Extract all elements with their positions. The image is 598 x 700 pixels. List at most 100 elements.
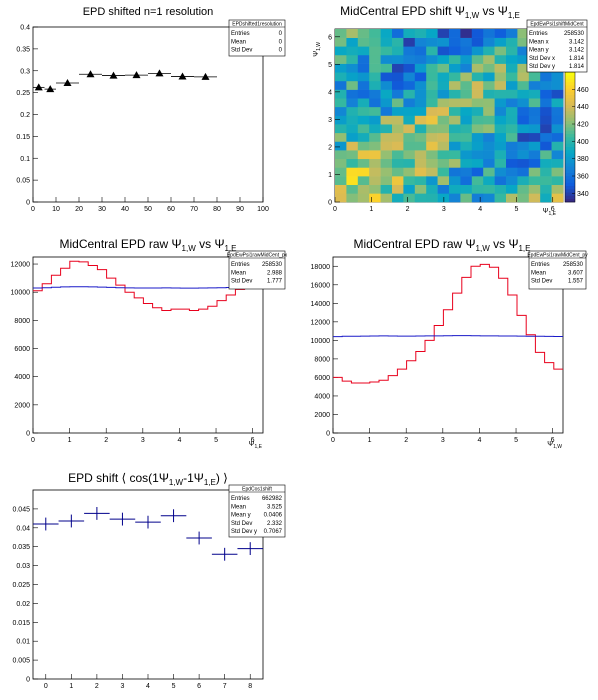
heatmap-cell bbox=[460, 63, 473, 73]
data-point-marker bbox=[63, 79, 72, 86]
stats-key: Mean bbox=[231, 504, 246, 510]
heatmap-cell bbox=[483, 124, 495, 134]
x-tick-label: 5 bbox=[514, 206, 518, 213]
y-tick-label: 6 bbox=[328, 34, 332, 41]
heatmap-cell bbox=[494, 29, 507, 38]
heatmap-cell bbox=[426, 29, 438, 38]
heatmap-cell bbox=[483, 89, 495, 99]
panel-title: MidCentral EPD shift Ψ1,W vs Ψ1,E bbox=[340, 4, 520, 20]
heatmap-cell bbox=[346, 176, 359, 185]
y-tick-label: 2000 bbox=[14, 402, 30, 409]
x-axis-label: Ψ1,W bbox=[547, 441, 562, 450]
heatmap-cell bbox=[403, 63, 416, 73]
palette-swatch bbox=[565, 195, 575, 200]
x-tick-label: 60 bbox=[167, 206, 175, 213]
heatmap-cell bbox=[380, 29, 393, 38]
heatmap-cell bbox=[506, 176, 518, 185]
palette-swatch bbox=[565, 94, 575, 99]
heatmap-cell bbox=[517, 141, 530, 151]
heatmap-cell bbox=[460, 98, 473, 108]
heatmap-cell bbox=[369, 115, 381, 125]
plot-frame bbox=[332, 256, 564, 434]
y-tick-label: 0.005 bbox=[12, 658, 30, 665]
x-tick-label: 3 bbox=[442, 206, 446, 213]
heatmap-cell bbox=[414, 106, 427, 116]
heatmap-cell bbox=[369, 106, 381, 116]
panel-raw-py: MidCentral EPD raw Ψ1,W vs Ψ1,E 0 1 2 3 4 5 60… bbox=[311, 237, 589, 450]
y-tick-label: 8000 bbox=[314, 356, 330, 363]
stats-value: 0 bbox=[279, 39, 283, 45]
palette-swatch bbox=[565, 81, 575, 86]
x-tick-label: 7 bbox=[223, 683, 227, 690]
x-tick-label: 1 bbox=[369, 206, 373, 213]
heatmap-cell bbox=[403, 37, 416, 47]
heatmap-cell bbox=[460, 184, 473, 194]
y-tick-label: 0 bbox=[26, 200, 30, 207]
heatmap-cell bbox=[369, 29, 381, 38]
heatmap-cell bbox=[551, 89, 564, 99]
heatmap-cell bbox=[346, 193, 359, 203]
heatmap-cell bbox=[471, 106, 484, 116]
y-tick-label: 10000 bbox=[11, 290, 31, 297]
heatmap-cell bbox=[437, 80, 450, 90]
heatmap-cell bbox=[414, 54, 427, 64]
x-tick-label: 4 bbox=[146, 683, 150, 690]
x-tick-label: 3 bbox=[120, 683, 124, 690]
palette-swatch bbox=[565, 192, 575, 196]
heatmap-cell bbox=[426, 106, 438, 116]
heatmap-cell bbox=[437, 37, 450, 47]
data-point-marker bbox=[155, 69, 164, 77]
heatmap-cell bbox=[414, 29, 427, 38]
heatmap-cell bbox=[471, 115, 484, 125]
heatmap-cell bbox=[369, 54, 381, 64]
heatmap-cell bbox=[380, 54, 393, 64]
heatmap-cell bbox=[346, 37, 359, 47]
x-tick-label: 6 bbox=[551, 206, 555, 213]
axes: 0 10 20 30 40 50 60 70 80 90 100 0 0.05 0.1 0.15 0.2 0.2… bbox=[16, 25, 269, 214]
x-tick-label: 3 bbox=[141, 437, 145, 444]
heatmap-cell bbox=[437, 98, 450, 108]
heatmap-cell bbox=[357, 54, 370, 64]
x-axis-label: Ψ1,E bbox=[249, 441, 263, 450]
heatmap-cell bbox=[346, 184, 359, 194]
heatmap-cell bbox=[483, 98, 495, 108]
histogram-series bbox=[33, 260, 263, 312]
stats-key: Mean bbox=[231, 39, 246, 45]
heatmap-cell bbox=[335, 72, 347, 82]
heatmap-cell bbox=[506, 132, 518, 142]
palette-swatch bbox=[565, 169, 575, 174]
data-points bbox=[33, 69, 217, 93]
x-tick-label: 80 bbox=[213, 206, 221, 213]
y-tick-label: 1 bbox=[328, 172, 332, 179]
heatmap-cell bbox=[506, 106, 518, 116]
heatmap-cell bbox=[346, 115, 359, 125]
y-tick-label: 0.35 bbox=[16, 46, 30, 53]
panel-raw-px: MidCentral EPD raw Ψ1,W vs Ψ1,E 0 1 2 3 4 5 60… bbox=[11, 237, 288, 450]
heatmap-cell bbox=[414, 37, 427, 47]
heatmap-cell bbox=[506, 158, 518, 168]
heatmap-cell bbox=[403, 193, 416, 203]
histogram-series bbox=[333, 335, 563, 338]
heatmap-cell bbox=[471, 29, 484, 38]
heatmap-cell bbox=[551, 80, 564, 90]
heatmap-cell bbox=[357, 141, 370, 151]
y-axis-label: Ψ1,W bbox=[313, 42, 322, 57]
heatmap-cell bbox=[414, 150, 427, 160]
heatmap-cell bbox=[460, 176, 473, 185]
heatmap-cell bbox=[369, 167, 381, 177]
heatmap-cell bbox=[369, 37, 381, 47]
heatmap-cell bbox=[471, 89, 484, 99]
heatmap-cell bbox=[483, 80, 495, 90]
heatmap-cell bbox=[528, 98, 541, 108]
heatmap-cell bbox=[494, 193, 507, 203]
heatmap-cell bbox=[449, 89, 461, 99]
plot-frame bbox=[32, 26, 264, 203]
heatmap-cell bbox=[449, 72, 461, 82]
heatmap-cell bbox=[437, 72, 450, 82]
y-tick-label: 0.045 bbox=[12, 506, 30, 513]
palette-swatch bbox=[565, 163, 575, 167]
y-tick-label: 6000 bbox=[14, 346, 30, 353]
stats-value: 258530 bbox=[563, 262, 584, 268]
heatmap-cell bbox=[551, 184, 564, 194]
heatmap-cell bbox=[380, 158, 393, 168]
